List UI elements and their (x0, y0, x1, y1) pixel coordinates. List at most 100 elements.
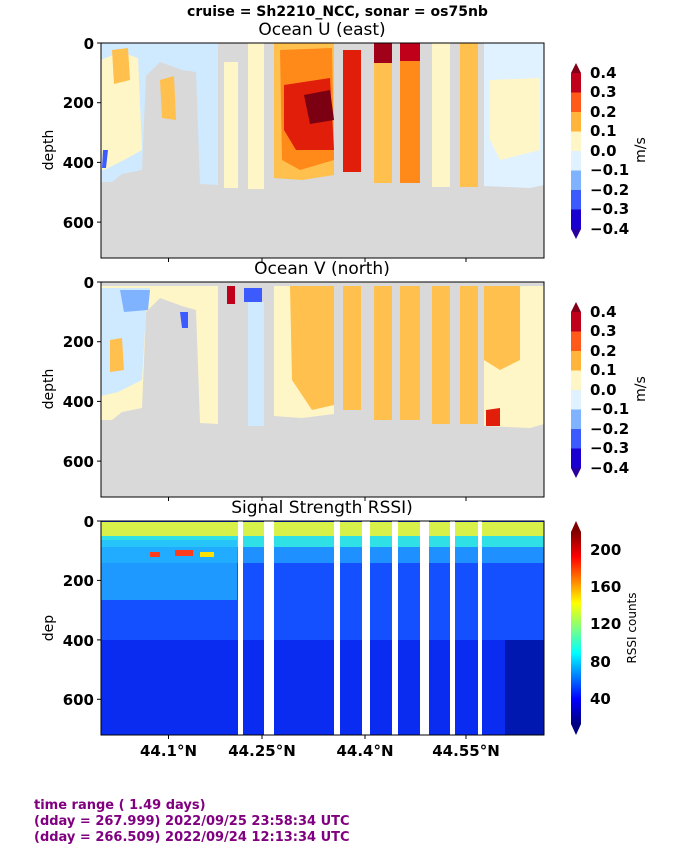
u-blue-streak (102, 150, 108, 168)
v-col-a (248, 302, 264, 426)
cbar-u-tick-0: 0.4 (590, 64, 617, 82)
panel-u-ylabel: depth (41, 130, 57, 171)
rssi-xtick-44-55: 44.55°N (432, 742, 500, 760)
v-orange-right (484, 286, 520, 370)
panel-v-xticks (168, 497, 467, 501)
u-cream-left (101, 52, 142, 170)
v-ytick-200: 200 (63, 333, 94, 351)
cbar-rssi-top-arrow (571, 521, 581, 532)
v-col-h (460, 286, 478, 424)
colorbar-v-ticks: 0.4 0.3 0.2 0.1 0.0 −0.1 −0.2 −0.3 −0.4 (590, 303, 629, 477)
cbar-u-band-3 (571, 131, 581, 152)
cbar-rssi-tick-120: 120 (590, 615, 621, 633)
panel-u-field (101, 43, 544, 258)
colorbar-v-bands (571, 302, 581, 478)
panel-v-yaxis: 0 200 400 600 (63, 274, 101, 471)
u-col-f (400, 43, 420, 183)
v-red-spike (227, 286, 235, 304)
u-ytick-600: 600 (63, 214, 94, 232)
cbar-u-band-2 (571, 112, 581, 132)
u-col-e (374, 43, 392, 183)
rssi-gap-4 (362, 521, 370, 735)
panel-ocean-v: Ocean V (north) (41, 259, 649, 501)
rssi-left-speckle (101, 540, 237, 600)
cbar-rssi-label: RSSI counts (625, 592, 639, 663)
panel-rssi-xaxis: 44.1°N 44.25°N 44.4°N 44.55°N (140, 735, 500, 760)
footer-line-2: (dday = 267.999) 2022/09/25 23:58:34 UTC (34, 814, 350, 829)
v-orange-patch-a (110, 338, 124, 372)
cbar-rssi-tick-40: 40 (590, 690, 611, 708)
rssi-yellow-streak (200, 552, 214, 557)
colorbar-u-ticks: 0.4 0.3 0.2 0.1 0.0 −0.1 −0.2 −0.3 −0.4 (590, 64, 629, 238)
colorbar-rssi-ticks: 200 160 120 80 40 (590, 541, 621, 708)
u-col-e-top (374, 43, 392, 63)
cbar-v-tick-0: 0.4 (590, 303, 617, 321)
rssi-ytick-400: 400 (63, 632, 94, 650)
cbar-v-top-arrow (571, 302, 581, 312)
cbar-v-tick-7: −0.3 (590, 439, 629, 457)
v-ytick-0: 0 (84, 274, 94, 292)
u-cream-right (490, 78, 540, 160)
cbar-v-band-6 (571, 429, 581, 449)
panel-v-ylabel: depth (41, 369, 57, 410)
cbar-v-band-4 (571, 390, 581, 410)
footer-time-range: time range ( 1.49 days) (dday = 267.999)… (34, 798, 350, 846)
panel-v-title: Ocean V (north) (254, 259, 390, 279)
rssi-gap-6 (420, 521, 429, 735)
cbar-u-tick-5: −0.1 (590, 161, 629, 179)
rssi-yellow-surface (101, 522, 544, 536)
u-orange-patch-b (160, 76, 176, 120)
v-col-c-inner (290, 286, 334, 410)
rssi-red-streak-a (150, 552, 160, 557)
cbar-v-band-1 (571, 331, 581, 352)
cbar-v-bottom-arrow (571, 468, 581, 478)
colorbar-u: 0.4 0.3 0.2 0.1 0.0 −0.1 −0.2 −0.3 −0.4 … (571, 63, 649, 239)
u-ytick-200: 200 (63, 94, 94, 112)
v-blue-patch-b (180, 312, 188, 328)
cbar-v-band-2 (571, 351, 581, 371)
cbar-rssi-tick-160: 160 (590, 578, 621, 596)
panel-rssi-ylabel: dep (41, 615, 57, 642)
cbar-u-tick-1: 0.3 (590, 83, 617, 101)
cbar-v-label: m/s (633, 376, 649, 402)
v-col-g (432, 286, 450, 424)
u-col-b (248, 43, 264, 189)
rssi-gap-3 (334, 521, 340, 735)
rssi-gap-7 (450, 521, 455, 735)
panel-u-yaxis: 0 200 400 600 (63, 35, 101, 232)
cbar-u-band-0 (571, 73, 581, 93)
cbar-u-band-4 (571, 151, 581, 171)
footer-line-3: (dday = 266.509) 2022/09/24 12:13:34 UTC (34, 830, 350, 845)
cbar-v-tick-3: 0.1 (590, 361, 617, 379)
panel-ocean-u: Ocean U (east) (41, 20, 649, 262)
cbar-v-tick-5: −0.1 (590, 400, 629, 418)
cbar-u-top-arrow (571, 63, 581, 73)
cbar-u-tick-3: 0.1 (590, 122, 617, 140)
panel-v-field (101, 282, 544, 497)
cbar-u-tick-4: 0.0 (590, 142, 617, 160)
cbar-u-band-5 (571, 170, 581, 191)
cbar-u-bottom-arrow (571, 229, 581, 239)
v-ytick-600: 600 (63, 453, 94, 471)
v-col-f (400, 286, 420, 420)
cbar-v-tick-1: 0.3 (590, 322, 617, 340)
panel-rssi-title: Signal Strength RSSI) (231, 498, 413, 518)
panel-rssi-field (101, 521, 544, 735)
rssi-gap-2 (264, 521, 274, 735)
v-col-d (343, 286, 361, 410)
u-orange-patch-a (112, 48, 130, 84)
v-red-right (486, 408, 500, 426)
rssi-ytick-600: 600 (63, 691, 94, 709)
cbar-v-tick-8: −0.4 (590, 459, 629, 477)
u-ytick-400: 400 (63, 154, 94, 172)
cbar-u-band-1 (571, 92, 581, 113)
u-ytick-0: 0 (84, 35, 94, 53)
rssi-xtick-44-25: 44.25°N (228, 742, 296, 760)
cbar-rssi-bottom-arrow (571, 724, 581, 735)
cbar-u-band-6 (571, 190, 581, 210)
footer-line-1: time range ( 1.49 days) (34, 798, 206, 813)
colorbar-rssi: 200 160 120 80 40 RSSI counts (571, 521, 639, 735)
figure-suptitle: cruise = Sh2210_NCC, sonar = os75nb (187, 4, 488, 20)
panel-rssi-frame (100, 520, 545, 736)
